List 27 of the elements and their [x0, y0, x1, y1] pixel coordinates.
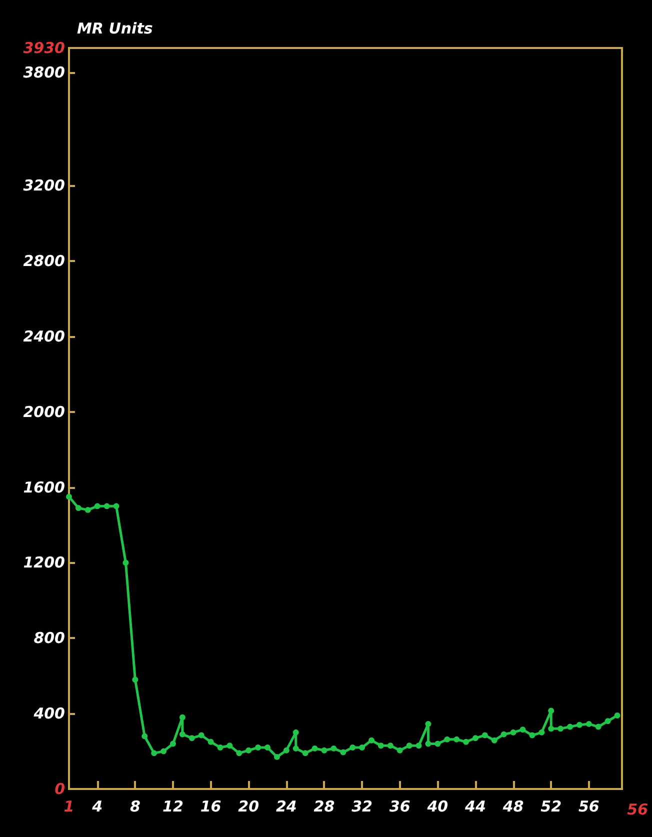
x-tick-label: 40 [426, 798, 448, 816]
x-tick-label: 12 [162, 798, 184, 816]
y-tick-label: 1600 [23, 478, 65, 496]
x-tick-label: 1 [64, 798, 74, 816]
y-tick-label: 1200 [23, 554, 65, 572]
y-tick-label: 3930 [23, 39, 65, 57]
y-tick-label: 2000 [23, 402, 65, 421]
x-tick-label: 56 [578, 798, 600, 816]
x-tick-label: 28 [314, 798, 335, 816]
x-tick-label: 44 [464, 798, 486, 816]
x-tick-label: 8 [130, 798, 140, 816]
y-tick-label: 3200 [23, 176, 65, 195]
x-tick-label: 52 [540, 798, 562, 816]
y-tick-label: 800 [34, 629, 65, 648]
x-tick-label: 20 [238, 798, 260, 816]
y-axis-title: MR Units [77, 20, 153, 38]
y-tick-label: 0 [54, 780, 65, 798]
x-tick-label: 4 [91, 798, 103, 816]
x-tick-label: 32 [352, 798, 372, 816]
y-tick-label: 3800 [23, 64, 65, 82]
x-tick-label: 24 [276, 798, 297, 816]
x-tick-label: 48 [502, 798, 524, 816]
y-tick-label: 2800 [23, 252, 65, 270]
x-tick-label: 36 [389, 798, 410, 816]
y-tick-label: 2400 [23, 327, 65, 346]
x-tick-label: 16 [200, 798, 222, 816]
y-tick-label: 400 [32, 704, 65, 723]
